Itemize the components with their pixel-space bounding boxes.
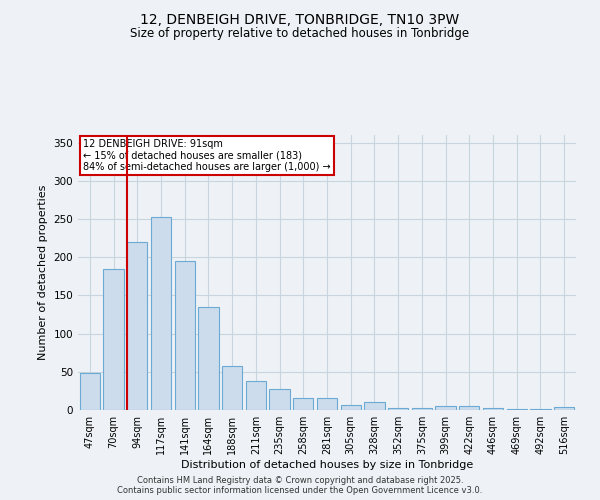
Bar	[364, 402, 385, 410]
Bar	[293, 398, 313, 410]
Bar	[222, 366, 242, 410]
Bar	[388, 408, 408, 410]
Bar	[151, 216, 171, 410]
Bar	[317, 398, 337, 410]
Bar	[530, 409, 551, 410]
Bar	[506, 409, 527, 410]
Bar	[199, 307, 218, 410]
Bar	[80, 374, 100, 410]
Bar	[554, 407, 574, 410]
Bar	[436, 406, 455, 410]
Bar	[127, 242, 148, 410]
Bar	[103, 270, 124, 410]
Bar	[175, 261, 195, 410]
Bar	[246, 381, 266, 410]
Bar	[341, 404, 361, 410]
Bar	[483, 408, 503, 410]
Text: 12 DENBEIGH DRIVE: 91sqm
← 15% of detached houses are smaller (183)
84% of semi-: 12 DENBEIGH DRIVE: 91sqm ← 15% of detach…	[83, 139, 331, 172]
Text: Contains HM Land Registry data © Crown copyright and database right 2025.
Contai: Contains HM Land Registry data © Crown c…	[118, 476, 482, 495]
X-axis label: Distribution of detached houses by size in Tonbridge: Distribution of detached houses by size …	[181, 460, 473, 470]
Text: 12, DENBEIGH DRIVE, TONBRIDGE, TN10 3PW: 12, DENBEIGH DRIVE, TONBRIDGE, TN10 3PW	[140, 12, 460, 26]
Y-axis label: Number of detached properties: Number of detached properties	[38, 185, 48, 360]
Bar	[459, 406, 479, 410]
Bar	[412, 408, 432, 410]
Text: Size of property relative to detached houses in Tonbridge: Size of property relative to detached ho…	[130, 28, 470, 40]
Bar	[269, 390, 290, 410]
